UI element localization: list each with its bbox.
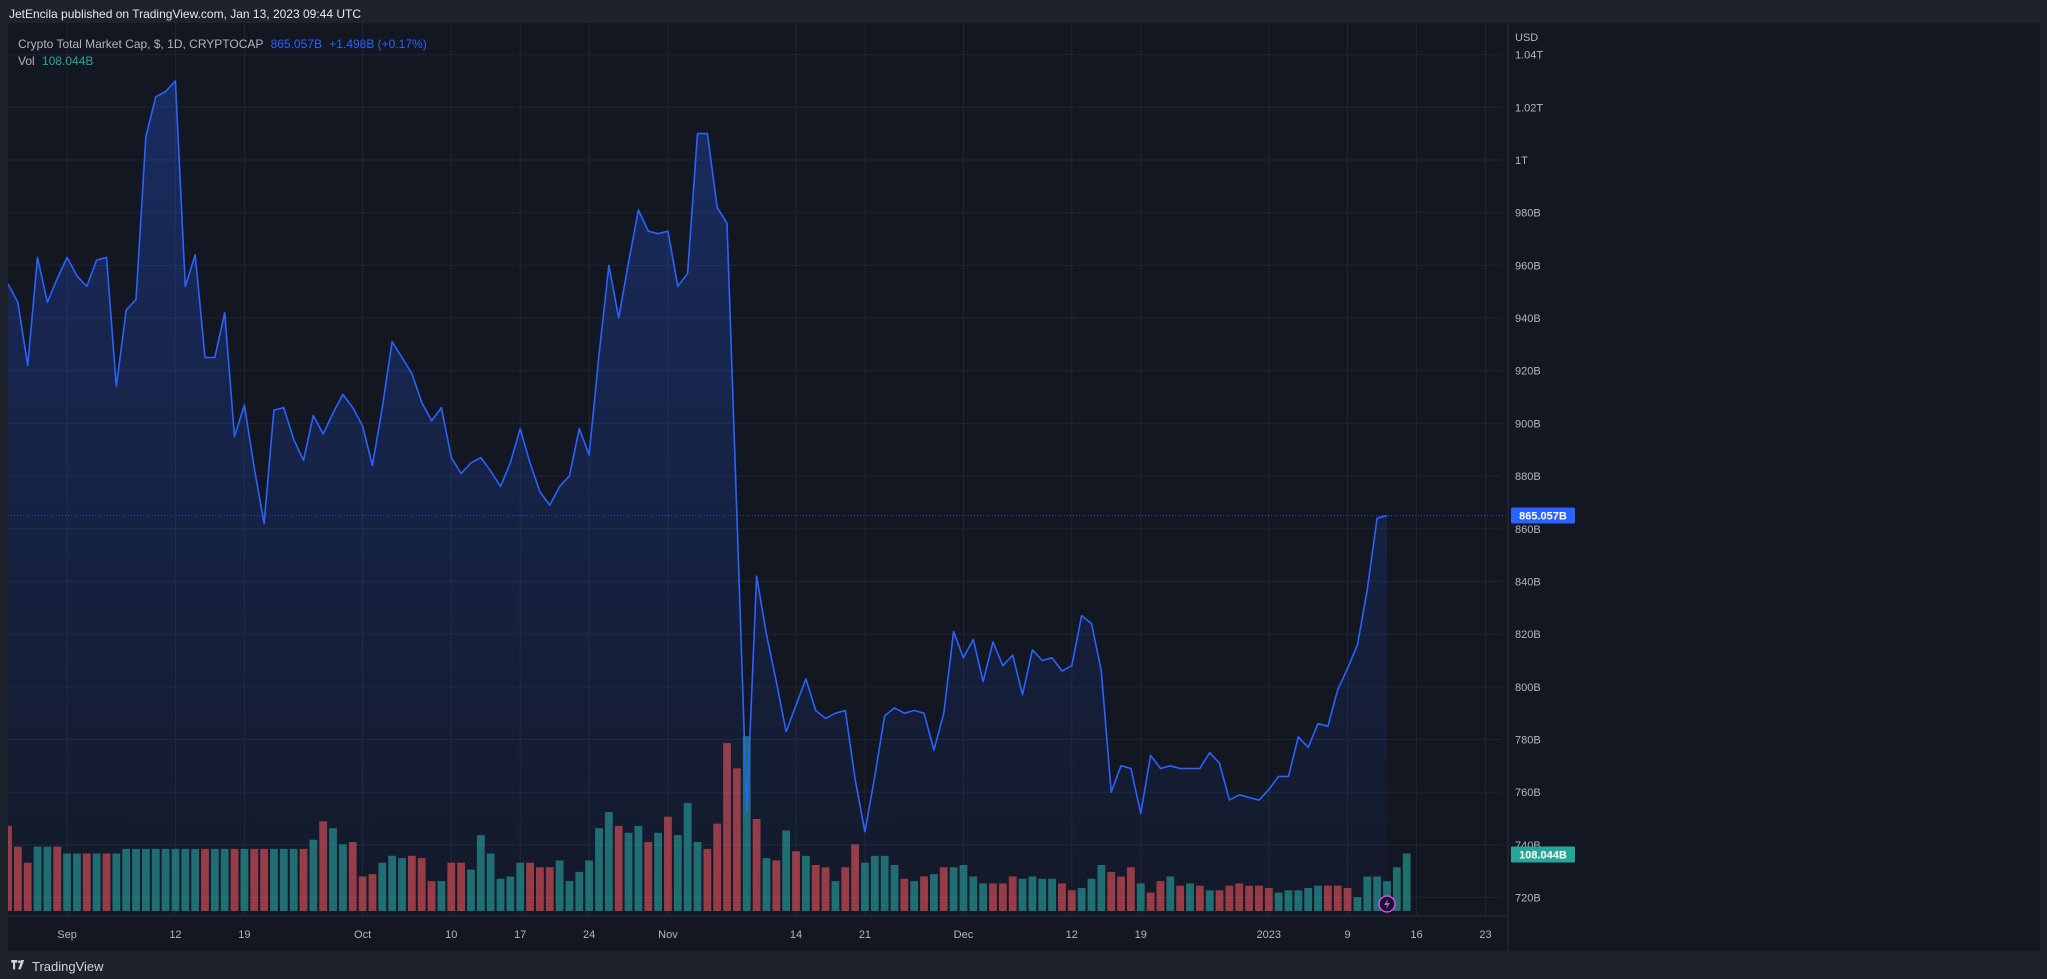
y-tick-label: 1.02T (1515, 102, 1543, 114)
y-tick-label: 880B (1515, 471, 1541, 483)
x-tick-label: 10 (445, 929, 457, 941)
last-price-badge (1511, 507, 1575, 524)
x-tick-label: 19 (238, 929, 250, 941)
tradingview-logo-icon (11, 960, 25, 970)
x-tick-label: Sep (57, 929, 77, 941)
price-area-fill (8, 81, 1387, 916)
x-tick-label: Dec (954, 929, 974, 941)
price-line[interactable] (8, 80, 1388, 833)
price-chart[interactable]: USD720B740B760B780B800B820B840B860B880B9… (8, 23, 2040, 951)
lightning-icon[interactable] (1378, 895, 1396, 913)
y-tick-label: 900B (1515, 418, 1541, 430)
legend-symbol-row[interactable]: Crypto Total Market Cap, $, 1D, CRYPTOCA… (18, 36, 427, 53)
y-tick-label: 760B (1515, 787, 1541, 799)
x-tick-label: 17 (514, 929, 526, 941)
time-axis[interactable]: Sep 12 19 Oct 10 17 24 Nov 14 21 Dec 12 19 2023 9 16 23 (57, 929, 1491, 941)
legend-volume-row[interactable]: Vol 108.044B (18, 53, 427, 70)
x-tick-label: 19 (1135, 929, 1147, 941)
x-tick-label: Oct (354, 929, 371, 941)
last-volume-badge (1511, 846, 1575, 863)
x-tick-label: 9 (1345, 929, 1351, 941)
price-axis[interactable]: USD720B740B760B780B800B820B840B860B880B9… (1511, 32, 1575, 905)
y-tick-label: 940B (1515, 313, 1541, 325)
y-tick-label: 780B (1515, 735, 1541, 747)
x-tick-label: 21 (859, 929, 871, 941)
footer-brand[interactable]: TradingView (32, 958, 104, 974)
y-tick-label: 960B (1515, 260, 1541, 272)
x-tick-label: 16 (1410, 929, 1422, 941)
legend-symbol: Crypto Total Market Cap, $, 1D, CRYPTOCA… (18, 37, 264, 51)
y-tick-label: 860B (1515, 524, 1541, 536)
x-tick-label: 12 (1066, 929, 1078, 941)
last-price-badge-text: 865.057B (1519, 510, 1567, 522)
y-tick-label: 1.04T (1515, 50, 1543, 62)
y-tick-label: 840B (1515, 576, 1541, 588)
legend-price: 865.057B (270, 37, 322, 51)
x-tick-label: 14 (790, 929, 802, 941)
legend-change: +1.498B (+0.17%) (329, 37, 427, 51)
last-volume-badge-text: 108.044B (1519, 850, 1567, 862)
y-tick-label: 720B (1515, 893, 1541, 905)
x-tick-label: 12 (169, 929, 181, 941)
legend-volume-value: 108.044B (42, 54, 94, 68)
x-tick-label: 24 (583, 929, 595, 941)
x-tick-label: 23 (1479, 929, 1491, 941)
chart-area[interactable]: USD 720B 740B 760B 780B 800B 820B 840B 860B 880B 9… (8, 23, 2040, 951)
y-tick-label: 800B (1515, 682, 1541, 694)
legend-volume-label: Vol (18, 54, 35, 68)
y-tick-label: 920B (1515, 366, 1541, 378)
footer: TradingView (10, 953, 104, 979)
x-tick-label: 2023 (1257, 929, 1281, 941)
y-tick-label: 1T (1515, 155, 1528, 167)
currency-label: USD (1515, 32, 1538, 44)
y-tick-label: 820B (1515, 629, 1541, 641)
y-tick-label: 980B (1515, 208, 1541, 220)
volume-bar (1402, 853, 1411, 911)
publisher-line: JetEncila published on TradingView.com, … (9, 7, 361, 21)
legend: Crypto Total Market Cap, $, 1D, CRYPTOCA… (18, 36, 427, 70)
volume-bar (1392, 867, 1401, 911)
x-tick-label: Nov (658, 929, 678, 941)
